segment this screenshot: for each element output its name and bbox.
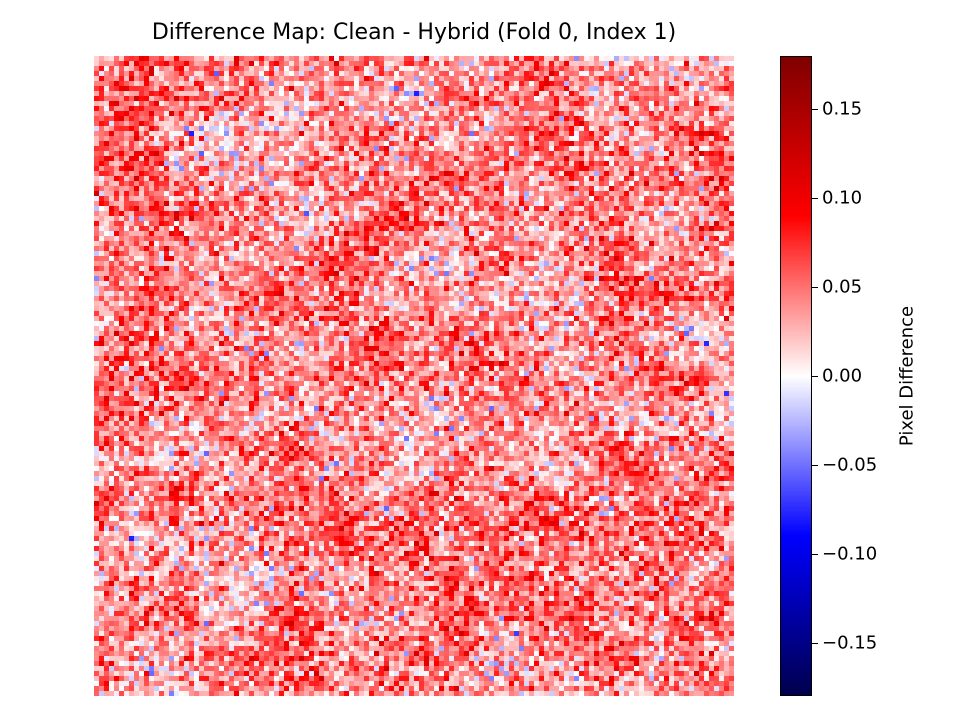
colorbar-tick-label: 0.10 (822, 187, 863, 209)
colorbar-tick-label: 0.05 (822, 276, 863, 298)
colorbar-gradient (780, 56, 812, 696)
colorbar-tick-label: −0.15 (822, 632, 878, 654)
colorbar-label: Pixel Difference (896, 305, 918, 447)
colorbar-tick (812, 376, 818, 377)
colorbar-tick (812, 553, 818, 555)
colorbar-tick (812, 198, 818, 200)
colorbar-tick-label: 0.15 (822, 98, 863, 120)
colorbar-tick (812, 287, 818, 289)
colorbar-tick-label: −0.10 (822, 543, 878, 565)
colorbar-tick-label: −0.05 (822, 454, 878, 476)
colorbar-frame (780, 56, 812, 696)
heatmap-image (94, 56, 734, 696)
colorbar-tick-label: 0.00 (822, 365, 863, 387)
chart-title: Difference Map: Clean - Hybrid (Fold 0, … (151, 20, 677, 45)
colorbar-tick (812, 109, 818, 111)
colorbar-tick (812, 464, 818, 466)
colorbar (780, 56, 812, 696)
colorbar-tick (812, 642, 818, 644)
